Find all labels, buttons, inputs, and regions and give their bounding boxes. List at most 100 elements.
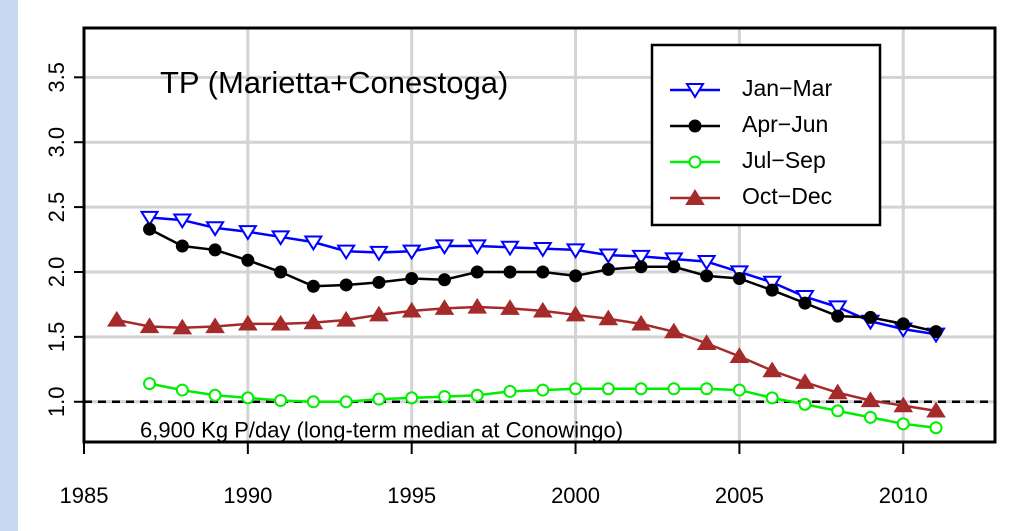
point <box>798 397 812 411</box>
x-tick-label: 1990 <box>223 483 272 508</box>
annotation: TP (Marietta+Conestoga) <box>160 65 508 100</box>
x-tick-label: 2010 <box>879 483 928 508</box>
point <box>143 377 157 391</box>
point <box>631 249 651 266</box>
x-tick-label: 1985 <box>60 483 109 508</box>
point <box>598 248 619 265</box>
legend-marker <box>685 83 705 99</box>
point <box>700 269 714 283</box>
legend-label: Apr−Jun <box>742 111 828 137</box>
point <box>863 310 877 324</box>
plot-frame <box>82 26 997 444</box>
legend-marker <box>688 119 702 133</box>
x-tick-label: 2005 <box>715 483 764 508</box>
point <box>896 417 910 431</box>
point <box>664 322 684 339</box>
point <box>238 225 258 241</box>
point <box>175 383 189 397</box>
point <box>208 388 222 402</box>
point <box>303 235 324 252</box>
point <box>929 325 943 339</box>
point <box>369 245 389 262</box>
y-tick-label: 2.0 <box>44 257 69 288</box>
legend-marker <box>685 189 705 205</box>
point <box>434 239 455 256</box>
legend-marker <box>688 155 702 169</box>
point <box>139 210 160 227</box>
point <box>762 275 782 292</box>
point <box>303 313 324 330</box>
point <box>732 383 746 397</box>
legend-label: Jan−Mar <box>742 75 832 101</box>
point <box>863 410 877 424</box>
point <box>929 421 943 435</box>
point <box>532 301 553 318</box>
point <box>664 252 684 269</box>
point <box>696 255 717 271</box>
point <box>470 265 484 279</box>
point <box>762 361 782 378</box>
point <box>831 404 845 418</box>
series-line <box>116 305 937 413</box>
point <box>565 243 586 260</box>
x-tick-label: 2000 <box>551 483 600 508</box>
y-tick-label: 3.0 <box>44 127 69 158</box>
point <box>205 221 225 237</box>
point <box>270 314 291 331</box>
point <box>336 310 356 327</box>
point <box>306 279 320 293</box>
point <box>795 373 815 389</box>
point <box>467 239 488 256</box>
legend-label: Oct−Dec <box>742 183 832 209</box>
point <box>827 300 848 317</box>
point <box>306 395 320 409</box>
point <box>893 396 914 413</box>
point <box>139 317 160 334</box>
annotation: 6,900 Kg P/day (long-term median at Cono… <box>140 418 623 443</box>
point <box>926 401 946 418</box>
point <box>700 382 714 396</box>
point <box>241 391 255 405</box>
point <box>172 213 193 230</box>
y-tick-label: 1.0 <box>44 386 69 417</box>
point <box>500 299 520 315</box>
side-band <box>0 0 18 531</box>
point <box>896 317 910 331</box>
point <box>437 273 451 287</box>
point <box>503 265 517 279</box>
point <box>831 309 845 323</box>
point <box>339 395 353 409</box>
point <box>175 239 189 253</box>
y-tick-label: 3.5 <box>44 62 69 93</box>
point <box>143 222 157 236</box>
point <box>106 310 127 327</box>
point <box>536 265 550 279</box>
point <box>729 347 750 363</box>
point <box>336 244 356 261</box>
point <box>860 391 881 408</box>
point <box>274 265 288 279</box>
point <box>569 269 583 283</box>
point <box>437 390 451 404</box>
point <box>270 230 291 247</box>
point <box>339 278 353 292</box>
point <box>470 388 484 402</box>
point <box>401 301 422 318</box>
point <box>634 260 648 274</box>
point <box>467 297 488 314</box>
point <box>238 314 258 331</box>
point <box>827 383 848 400</box>
point <box>667 260 681 274</box>
x-tick-label: 1995 <box>387 483 436 508</box>
y-tick-label: 2.5 <box>44 192 69 223</box>
point <box>536 383 550 397</box>
point <box>208 243 222 257</box>
point <box>601 382 615 396</box>
point <box>696 334 717 350</box>
point <box>172 318 193 335</box>
legend-label: Jul−Sep <box>742 147 826 173</box>
point <box>434 299 455 315</box>
point <box>601 262 615 276</box>
point <box>765 283 779 297</box>
